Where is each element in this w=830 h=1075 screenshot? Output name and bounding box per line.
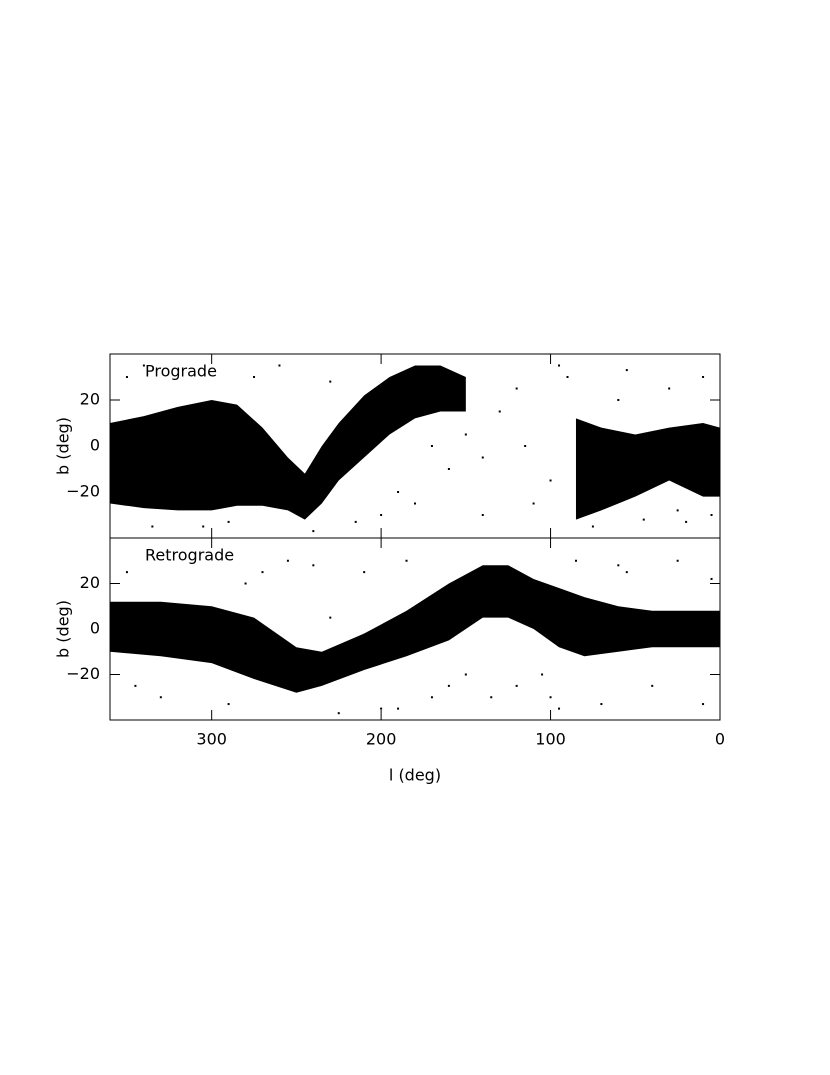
star-point bbox=[566, 376, 569, 378]
y-tick-label: −20 bbox=[66, 482, 100, 501]
star-point bbox=[380, 514, 383, 516]
panel-label: Retrograde bbox=[145, 546, 234, 565]
star-point bbox=[498, 410, 501, 413]
density-band bbox=[575, 418, 720, 520]
star-point bbox=[397, 707, 400, 710]
star-point bbox=[685, 520, 688, 523]
y-tick-label: −20 bbox=[66, 664, 100, 683]
star-point bbox=[278, 364, 281, 367]
y-tick-label: 0 bbox=[90, 436, 100, 455]
y-axis-label: b (deg) bbox=[54, 600, 73, 658]
star-point bbox=[380, 707, 383, 710]
star-point bbox=[176, 371, 179, 374]
star-point bbox=[227, 703, 230, 706]
star-point bbox=[574, 559, 577, 562]
star-point bbox=[337, 712, 340, 715]
star-point bbox=[464, 593, 467, 596]
y-tick-label: 0 bbox=[90, 619, 100, 638]
star-point bbox=[617, 399, 620, 401]
x-tick-label: 0 bbox=[715, 730, 725, 749]
star-point bbox=[651, 684, 654, 687]
y-axis-label: b (deg) bbox=[54, 417, 73, 475]
star-point bbox=[464, 433, 467, 436]
panel-label: Prograde bbox=[145, 362, 217, 381]
star-point bbox=[710, 514, 713, 516]
star-point bbox=[642, 518, 645, 521]
star-point bbox=[625, 571, 628, 574]
x-tick-label: 300 bbox=[196, 730, 227, 749]
star-point bbox=[676, 509, 679, 512]
star-point bbox=[625, 369, 628, 372]
star-point bbox=[363, 571, 366, 574]
star-point bbox=[710, 577, 713, 580]
x-tick-label: 100 bbox=[535, 730, 566, 749]
star-point bbox=[532, 502, 535, 505]
star-point bbox=[447, 468, 450, 470]
star-point bbox=[447, 684, 450, 687]
star-point bbox=[405, 559, 408, 562]
star-point bbox=[125, 571, 128, 574]
density-band bbox=[110, 565, 720, 693]
star-point bbox=[676, 559, 679, 562]
star-point bbox=[312, 564, 315, 567]
star-point bbox=[515, 684, 518, 687]
star-point bbox=[464, 673, 467, 676]
star-point bbox=[414, 502, 416, 505]
star-point bbox=[151, 525, 154, 528]
star-point bbox=[159, 696, 162, 699]
star-point bbox=[261, 571, 264, 574]
star-point bbox=[354, 520, 357, 523]
star-point bbox=[600, 703, 603, 706]
star-point bbox=[312, 530, 315, 533]
star-point bbox=[397, 491, 400, 493]
star-point bbox=[227, 520, 230, 523]
star-point bbox=[702, 703, 705, 706]
star-point bbox=[125, 376, 128, 378]
star-point bbox=[253, 376, 256, 378]
star-point bbox=[549, 696, 552, 699]
star-point bbox=[668, 387, 671, 390]
star-point bbox=[430, 696, 433, 699]
star-point bbox=[481, 514, 484, 516]
star-point bbox=[329, 616, 332, 619]
star-point bbox=[286, 559, 289, 562]
star-point bbox=[490, 696, 493, 699]
star-point bbox=[329, 380, 332, 383]
x-axis-label: l (deg) bbox=[389, 766, 441, 785]
star-point bbox=[295, 491, 298, 493]
star-point bbox=[244, 582, 247, 585]
star-point bbox=[549, 479, 552, 482]
density-band bbox=[110, 365, 466, 520]
star-point bbox=[481, 456, 484, 459]
star-point bbox=[524, 445, 527, 447]
star-point bbox=[142, 364, 145, 367]
star-point bbox=[558, 364, 561, 367]
star-point bbox=[202, 525, 205, 528]
star-point bbox=[134, 684, 137, 687]
star-point bbox=[702, 376, 705, 378]
star-point bbox=[617, 564, 620, 567]
x-tick-label: 200 bbox=[366, 730, 397, 749]
star-point bbox=[193, 559, 196, 562]
y-tick-label: 20 bbox=[80, 390, 100, 409]
star-point bbox=[591, 525, 594, 528]
star-point bbox=[558, 707, 561, 710]
y-tick-label: 20 bbox=[80, 573, 100, 592]
star-point bbox=[541, 673, 544, 676]
star-point bbox=[515, 387, 518, 390]
star-point bbox=[430, 445, 433, 447]
